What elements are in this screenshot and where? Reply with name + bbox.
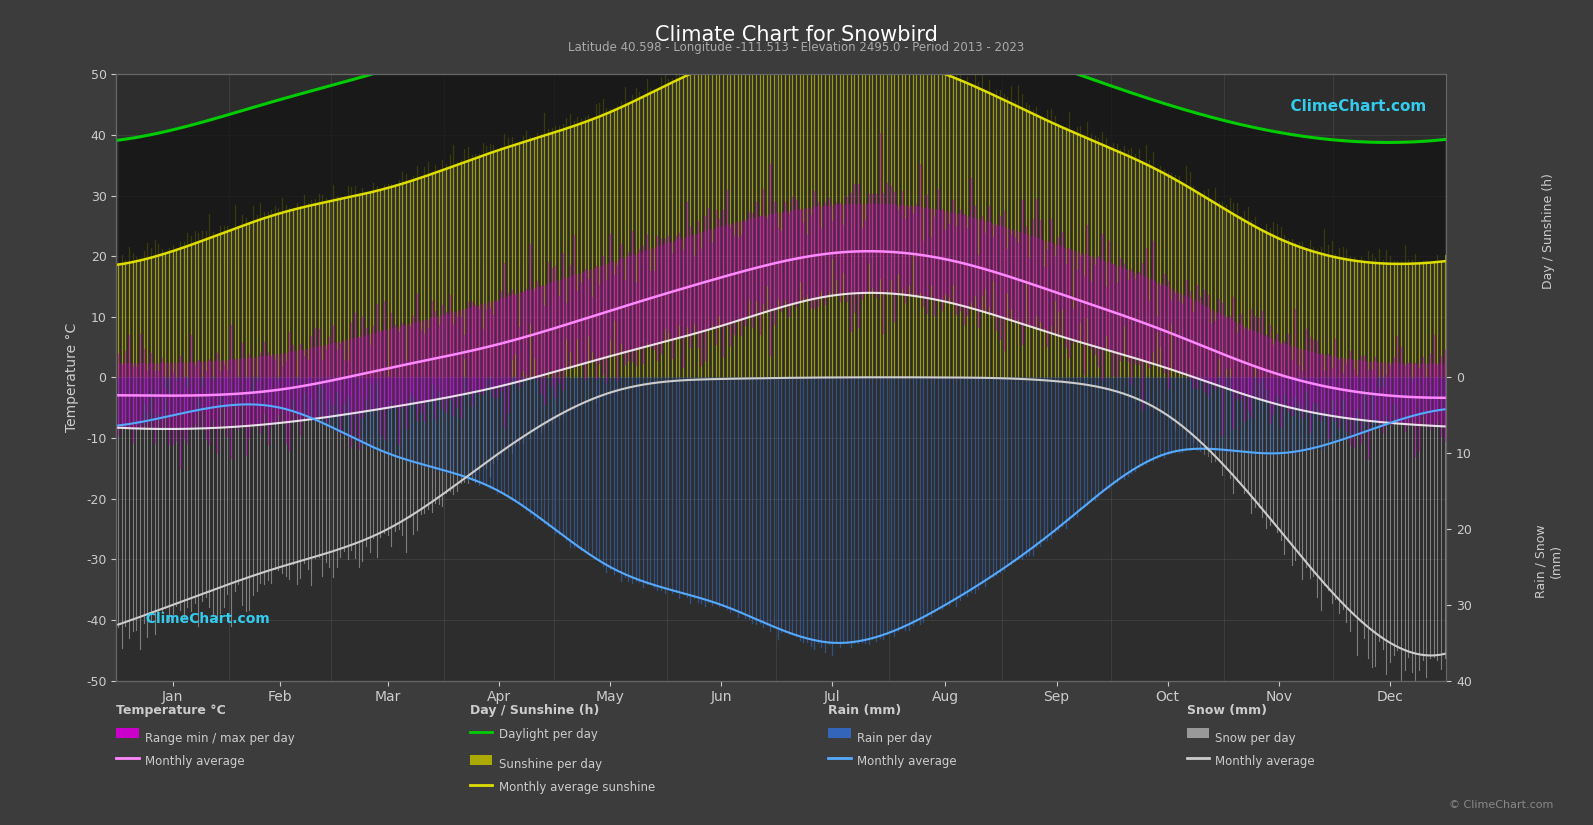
Text: Snow (mm): Snow (mm): [1187, 704, 1266, 717]
Text: ClimeChart.com: ClimeChart.com: [137, 612, 269, 626]
Y-axis label: Temperature °C: Temperature °C: [65, 323, 80, 432]
Text: Latitude 40.598 - Longitude -111.513 - Elevation 2495.0 - Period 2013 - 2023: Latitude 40.598 - Longitude -111.513 - E…: [569, 41, 1024, 54]
Text: ClimeChart.com: ClimeChart.com: [1281, 98, 1426, 114]
Text: Monthly average: Monthly average: [1215, 755, 1316, 768]
Text: Daylight per day: Daylight per day: [499, 728, 597, 742]
Text: Sunshine per day: Sunshine per day: [499, 758, 602, 771]
Text: Range min / max per day: Range min / max per day: [145, 732, 295, 745]
Text: Rain (mm): Rain (mm): [828, 704, 902, 717]
Text: Monthly average: Monthly average: [857, 755, 957, 768]
Text: Day / Sunshine (h): Day / Sunshine (h): [1542, 173, 1555, 289]
Text: Rain / Snow
(mm): Rain / Snow (mm): [1534, 524, 1563, 598]
Text: Monthly average sunshine: Monthly average sunshine: [499, 781, 655, 794]
Text: © ClimeChart.com: © ClimeChart.com: [1448, 800, 1553, 810]
Text: Monthly average: Monthly average: [145, 755, 245, 768]
Text: Rain per day: Rain per day: [857, 732, 932, 745]
Text: Snow per day: Snow per day: [1215, 732, 1297, 745]
Text: Temperature °C: Temperature °C: [116, 704, 226, 717]
Text: Climate Chart for Snowbird: Climate Chart for Snowbird: [655, 25, 938, 45]
Text: Day / Sunshine (h): Day / Sunshine (h): [470, 704, 599, 717]
